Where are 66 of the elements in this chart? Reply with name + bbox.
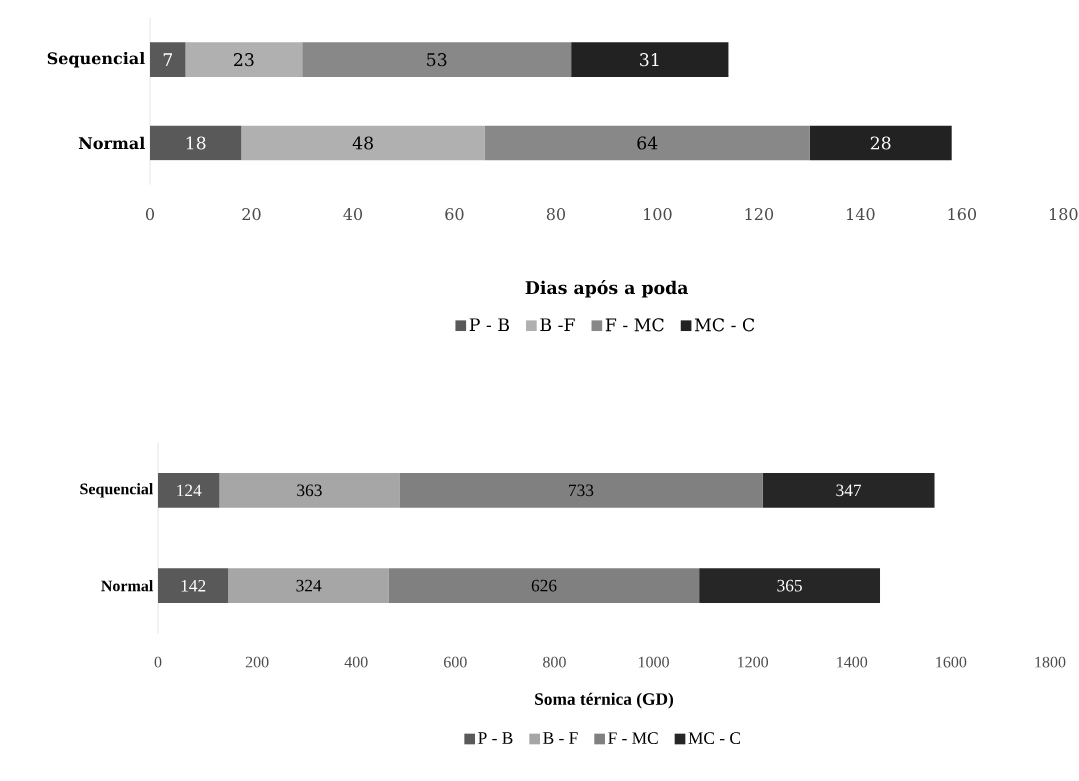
x-tick-label: 200 <box>245 656 269 668</box>
bar <box>241 125 485 161</box>
x-tick-label: 800 <box>543 656 566 668</box>
data-label: 28 <box>870 136 891 150</box>
x-tick-label: 180 <box>1050 208 1078 221</box>
legend-label: F - MC <box>605 318 664 332</box>
bar <box>302 42 572 77</box>
x-tick-label: 100 <box>644 208 672 221</box>
data-label: 347 <box>836 484 862 497</box>
x-tick-label: 1800 <box>1035 656 1066 668</box>
data-label: 142 <box>181 579 206 592</box>
bar <box>185 42 303 77</box>
y-tick-label: Normal <box>101 580 154 592</box>
bar <box>150 125 242 161</box>
legend-label: P - B <box>469 318 509 332</box>
data-label: 324 <box>296 579 322 592</box>
data-label: 64 <box>637 136 658 150</box>
data-label: 363 <box>297 484 322 497</box>
x-tick-label: 40 <box>343 208 363 221</box>
x-axis-title: Dias após a poda <box>525 280 689 298</box>
legend-label: B - F <box>543 732 578 744</box>
bar <box>158 473 220 508</box>
data-label: 53 <box>427 53 447 67</box>
data-label: 365 <box>777 579 802 592</box>
data-label: 23 <box>234 53 254 67</box>
x-tick-label: 0 <box>145 208 155 221</box>
y-tick-label: Sequencial <box>80 483 154 498</box>
x-tick-label: 1000 <box>638 656 669 668</box>
data-label: 124 <box>177 484 202 497</box>
x-tick-label: 120 <box>745 208 774 221</box>
bar <box>399 473 763 508</box>
y-tick-label: Normal <box>78 136 145 150</box>
x-tick-label: 1200 <box>738 656 769 668</box>
bar <box>484 125 810 161</box>
bar <box>809 125 952 161</box>
data-label: 7 <box>163 53 173 66</box>
x-tick-label: 600 <box>444 656 467 668</box>
data-label: 48 <box>352 136 373 150</box>
bar <box>388 568 700 603</box>
legend-label: F - MC <box>608 732 658 744</box>
x-tick-label: 140 <box>847 208 875 221</box>
x-tick-label: 0 <box>154 656 162 668</box>
x-tick-label: 20 <box>242 208 261 221</box>
y-tick-label: Sequencial <box>47 51 145 68</box>
x-tick-label: 80 <box>546 208 566 221</box>
x-tick-label: 400 <box>344 656 368 668</box>
legend-label: B -F <box>540 318 575 332</box>
bar <box>150 42 186 77</box>
legend-label: MC - C <box>688 732 741 744</box>
x-tick-label: 1600 <box>936 656 967 668</box>
legend-label: MC - C <box>694 318 755 332</box>
bar <box>762 473 935 508</box>
data-label: 18 <box>186 136 206 150</box>
data-label: 31 <box>640 53 659 67</box>
x-tick-label: 1400 <box>837 656 868 668</box>
data-label: 626 <box>531 579 557 592</box>
bar <box>158 568 229 603</box>
x-tick-label: 160 <box>948 208 977 221</box>
data-label: 733 <box>569 484 594 497</box>
bar <box>699 568 881 603</box>
bar <box>219 473 400 508</box>
x-axis-title: Soma térnica (GD) <box>535 692 674 709</box>
legend-label: P - B <box>478 732 513 744</box>
bar <box>228 568 389 603</box>
x-tick-label: 60 <box>445 208 464 221</box>
bar <box>571 42 729 77</box>
